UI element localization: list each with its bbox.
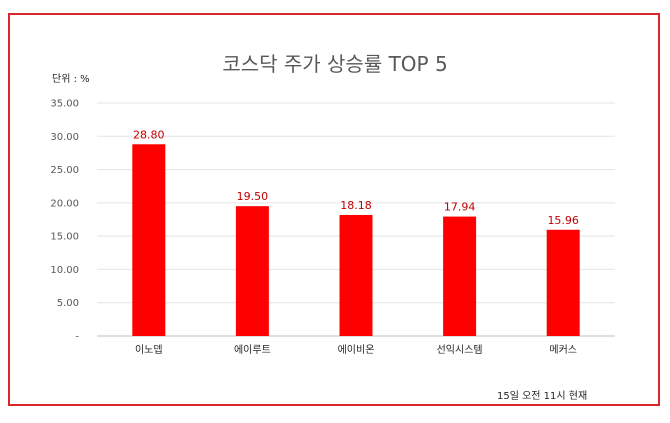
data-label: 17.94 <box>444 201 476 214</box>
y-tick-label: 10.00 <box>50 265 79 276</box>
timestamp-note: 15일 오전 11시 현재 <box>497 391 588 402</box>
bar <box>235 206 269 336</box>
x-tick-label: 이노뎁 <box>135 344 163 356</box>
y-tick-label: 25.00 <box>50 165 79 176</box>
data-label: 19.50 <box>237 190 269 203</box>
bar <box>339 214 373 336</box>
y-tick-label: 15.00 <box>50 232 79 243</box>
data-label: 18.18 <box>340 199 372 212</box>
y-tick-label: - <box>75 332 79 343</box>
data-label: 15.96 <box>547 214 579 227</box>
x-tick-label: 에이루트 <box>234 344 271 356</box>
x-tick-label: 에이비온 <box>338 344 375 356</box>
chart-frame <box>8 13 660 406</box>
chart-title: 코스닥 주가 상승률 TOP 5 <box>222 52 448 76</box>
bar <box>546 229 580 336</box>
bar <box>132 144 166 336</box>
y-tick-label: 20.00 <box>50 198 79 209</box>
x-tick-label: 선익시스템 <box>437 344 483 356</box>
x-tick-label: 메커스 <box>549 344 577 356</box>
data-label: 28.80 <box>133 128 165 141</box>
unit-label: 단위 : % <box>52 74 90 85</box>
y-tick-label: 35.00 <box>50 99 79 110</box>
y-tick-label: 5.00 <box>57 298 79 309</box>
bar <box>443 216 477 336</box>
y-tick-label: 30.00 <box>50 132 79 143</box>
